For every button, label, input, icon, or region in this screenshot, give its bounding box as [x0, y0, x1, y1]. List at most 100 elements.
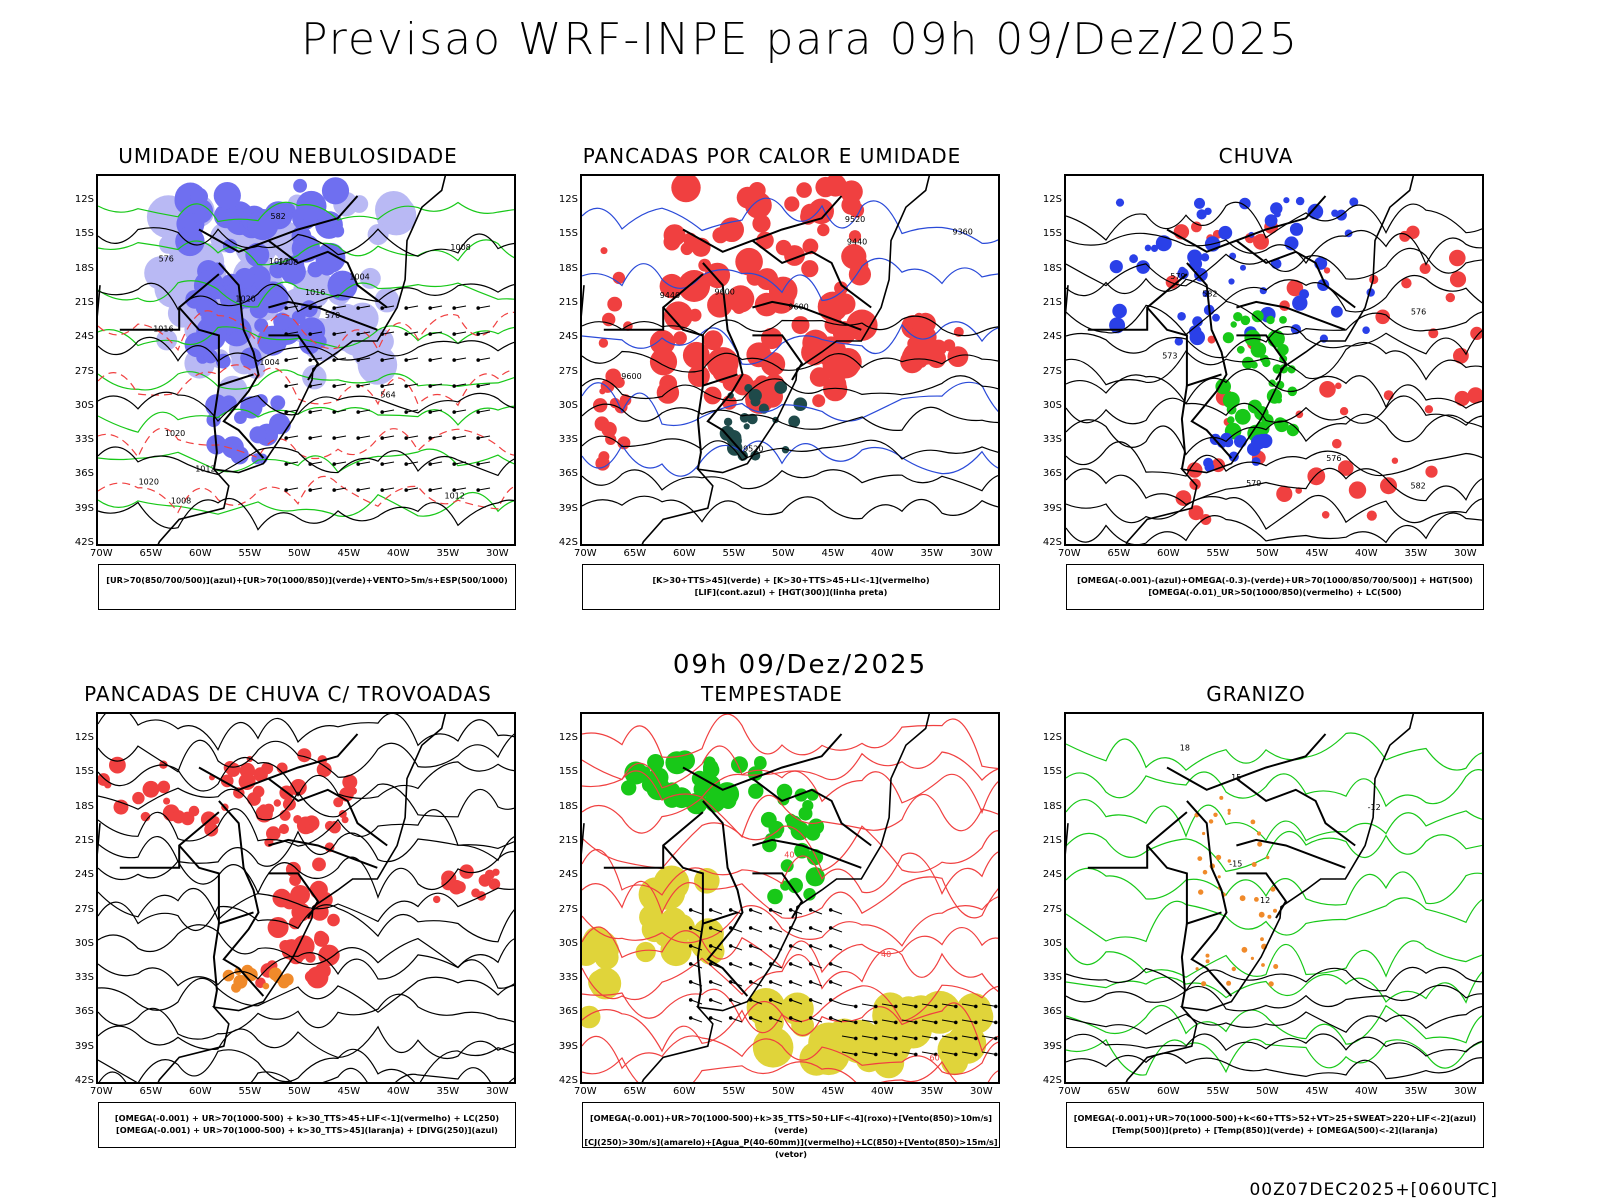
panel-granizo: GRANIZO 12S 15S 18S 21S 24S 27S 30S 33S 36S 39S 42S… [1036, 682, 1484, 1152]
forecast-map: 576 573 576 579 582 579 582 [1064, 174, 1484, 546]
lon-tick-label: 60W [189, 1086, 212, 1097]
lat-tick-label: 24S [1042, 331, 1062, 343]
lon-tick-label: 55W [238, 1086, 262, 1097]
contour-label: 1020 [235, 294, 255, 303]
lat-tick-label: 30S [1042, 937, 1062, 949]
lon-tick-label: 65W [623, 548, 647, 559]
lat-tick-label: 42S [1042, 1075, 1062, 1086]
lon-tick-label: 45W [337, 1086, 361, 1097]
contour-label: 40 [784, 850, 794, 859]
lat-tick-label: 42S [74, 1075, 94, 1086]
lon-tick-label: 40W [387, 548, 410, 559]
lon-tick-label: 60W [1157, 1086, 1180, 1097]
lat-tick-label: 18S [558, 800, 578, 812]
contour-label: 579 [1246, 479, 1261, 488]
main-title: Previsao WRF-INPE para 09h 09/Dez/2025 [301, 14, 1299, 65]
lat-tick-label: 27S [74, 365, 94, 377]
contour-label: 1008 [278, 258, 298, 267]
lat-tick-label: 39S [74, 502, 94, 514]
contour-label: -15 [1229, 859, 1242, 868]
contour-label: 9600 [621, 372, 641, 381]
panel-title: TEMPESTADE [701, 682, 843, 706]
panel-pancadas-calor: PANCADAS POR CALOR E UMIDADE 12S 15S 18S 21S… [552, 144, 1000, 614]
lon-tick-label: 50W [288, 548, 311, 559]
lat-tick-label: 39S [1042, 1040, 1062, 1052]
lon-tick-label: 40W [387, 1086, 410, 1097]
lon-tick-label: 35W [920, 548, 944, 559]
legend-line: [LIF](cont.azul) + [HGT(300)](linha pret… [694, 587, 888, 597]
contour-label: 1020 [165, 429, 185, 438]
legend-line: [K>30+TTS>45](verde) + [K>30+TTS>45+LI<-… [652, 575, 930, 585]
panel-title: UMIDADE E/OU NEBULOSIDADE [118, 144, 458, 168]
state-borders [603, 195, 872, 470]
lon-tick-label: 50W [288, 1086, 311, 1097]
lat-tick-label: 24S [558, 331, 578, 343]
lat-tick-label: 18S [74, 262, 94, 274]
pressure-contours [98, 227, 514, 531]
coastline [98, 176, 447, 544]
lon-tick-label: 55W [722, 1086, 746, 1097]
lat-tick-label: 24S [74, 331, 94, 343]
lat-tick-label: 24S [74, 869, 94, 881]
panel-pancadas-trovoadas: PANCADAS DE CHUVA C/ TROVOADAS 12S 15S 18S 2… [68, 682, 516, 1152]
panel-tempestade: TEMPESTADE 12S 15S 18S 21S 24S 27S 30S 33S 36S 39S… [552, 682, 1000, 1159]
wind-vectors [688, 908, 843, 1023]
lat-tick-label: 39S [558, 502, 578, 514]
wind-vectors [284, 305, 491, 492]
contour-label: 15 [1231, 773, 1241, 782]
coastline [1066, 714, 1415, 1082]
lon-tick-label: 40W [871, 548, 894, 559]
lat-tick-label: 33S [558, 434, 578, 446]
forecast-map: 9600 9600 9520 9440 9520 9360 9440 9600 [580, 174, 1000, 546]
lon-tick-label: 55W [238, 548, 262, 559]
lat-tick-label: 30S [1042, 399, 1062, 411]
contour-label: 564 [380, 391, 395, 400]
contour-label: 9440 [660, 291, 680, 300]
lat-tick-label: 24S [1042, 869, 1062, 881]
contour-label: 1008 [171, 497, 191, 506]
contour-label: 1004 [259, 358, 279, 367]
lat-tick-label: 21S [558, 296, 578, 308]
lat-tick-label: 18S [1042, 800, 1062, 812]
lon-tick-label: 55W [1206, 1086, 1230, 1097]
lif-contours [582, 197, 998, 477]
panel-legend: [OMEGA(-0.001) + UR>70(1000-500) + k>30_… [98, 1102, 516, 1148]
lat-tick-label: 33S [1042, 434, 1062, 446]
lon-tick-label: 35W [436, 548, 460, 559]
contour-label: 12 [1260, 896, 1270, 905]
lat-tick-label: 18S [558, 262, 578, 274]
lon-tick-label: 50W [1256, 548, 1279, 559]
lat-tick-label: 36S [74, 468, 94, 480]
contour-label: 1012 [445, 492, 465, 501]
legend-line: [OMEGA(-0.001)-(azul)+OMEGA(-0.3)-(verde… [1077, 575, 1473, 585]
lon-tick-label: 40W [1355, 1086, 1378, 1097]
lon-tick-label: 45W [821, 548, 845, 559]
lat-tick-label: 15S [558, 766, 578, 778]
panel-umidade: UMIDADE E/OU NEBULOSIDADE 12S 15S 18S 21S 24S… [68, 144, 516, 614]
lon-tick-label: 60W [673, 548, 696, 559]
lon-tick-label: 30W [486, 548, 509, 559]
forecast-map: -12 12 15 18 -15 [1064, 712, 1484, 1084]
jet-yellow-field [635, 865, 725, 967]
lat-tick-label: 15S [1042, 228, 1062, 240]
contour-label: 40 [881, 950, 891, 959]
legend-line: [OMEGA(-0.01)_UR>50(1000/850)(vermelho) … [1148, 587, 1402, 597]
wind-vectors [841, 1003, 998, 1057]
hgt300-contours [582, 315, 998, 523]
lon-tick-label: 30W [1454, 548, 1477, 559]
lat-tick-label: 12S [74, 194, 94, 205]
panel-legend: [OMEGA(-0.001)-(azul)+OMEGA(-0.3)-(verde… [1066, 564, 1484, 610]
lat-tick-label: 39S [558, 1040, 578, 1052]
legend-line: [Temp(500)](preto) + [Temp(850)](verde) … [1112, 1125, 1438, 1135]
coastline [98, 714, 447, 1082]
lon-tick-label: 70W [574, 548, 597, 559]
contour-label: 576 [159, 254, 174, 263]
lon-tick-label: 30W [970, 548, 993, 559]
panel-title: CHUVA [1218, 144, 1294, 168]
lat-tick-label: 15S [74, 228, 94, 240]
contour-label: 573 [1162, 352, 1177, 361]
legend-line: [OMEGA(-0.001) + UR>70(1000-500) + k>30_… [114, 1113, 500, 1123]
lat-tick-label: 15S [74, 766, 94, 778]
lon-tick-label: 30W [1454, 1086, 1477, 1097]
hgt500-contours [1066, 201, 1482, 544]
